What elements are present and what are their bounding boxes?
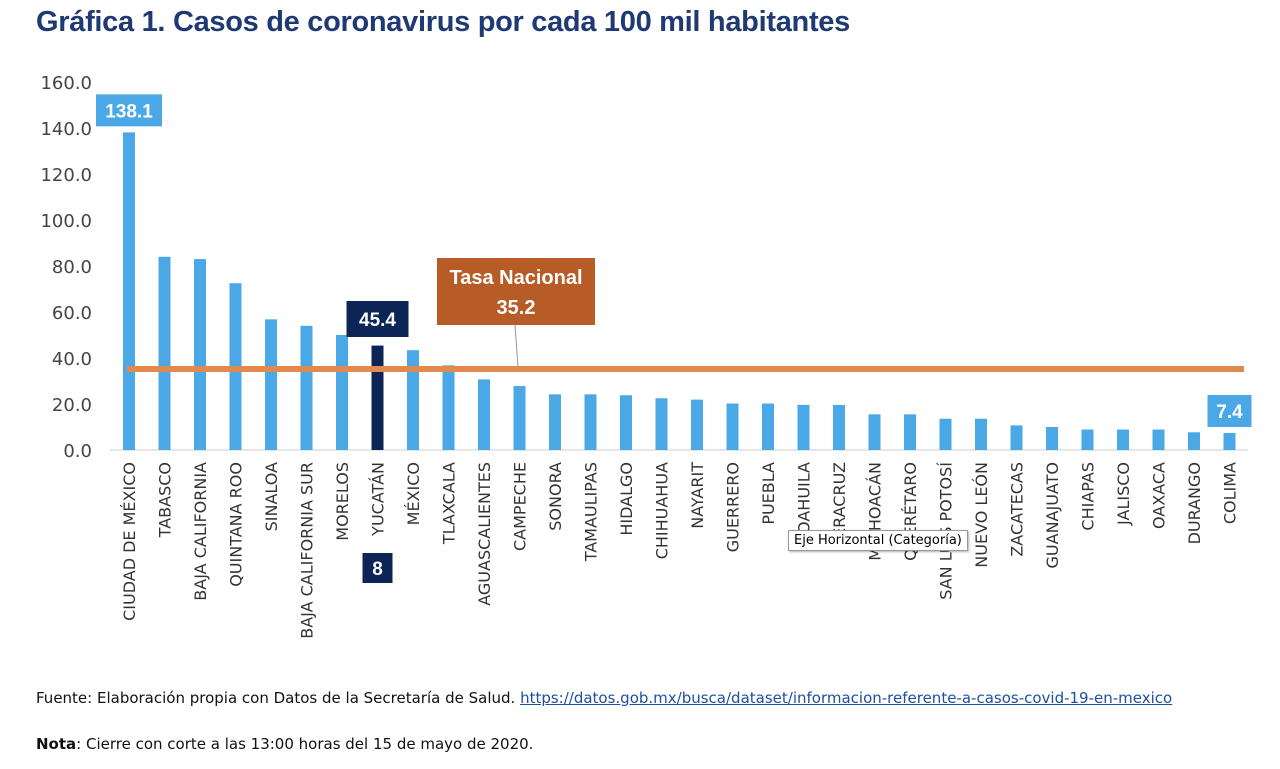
- chart-title: Gráfica 1. Casos de coronavirus por cada…: [36, 6, 850, 38]
- bar: [584, 394, 597, 450]
- highlight-value-label-box: [346, 301, 409, 337]
- x-tick-label: ZACATECAS: [1008, 462, 1027, 557]
- bar: [478, 379, 490, 450]
- highlight-rank-label: 8: [372, 559, 383, 580]
- bar: [655, 398, 668, 450]
- national-rate-value: 35.2: [497, 297, 536, 319]
- bar: [975, 418, 987, 450]
- bar: [513, 386, 526, 450]
- bar: [797, 404, 810, 450]
- x-tick-label: COLIMA: [1221, 462, 1240, 524]
- x-tick-label: TLAXCALA: [440, 462, 459, 545]
- x-tick-label: HIDALGO: [617, 462, 636, 536]
- axis-tooltip: Eje Horizontal (Categoría): [788, 530, 968, 551]
- source-note: Fuente: Elaboración propia con Datos de …: [36, 686, 1236, 710]
- x-tick-label: VERACRUZ: [830, 462, 849, 549]
- x-tick-label: BAJA CALIFORNIA: [191, 462, 210, 601]
- y-tick-label: 160.0: [40, 73, 92, 94]
- x-tick-label: TABASCO: [156, 462, 175, 538]
- y-tick-label: 0.0: [63, 441, 92, 462]
- x-tick-label: TAMAULIPAS: [582, 462, 601, 562]
- note-text: : Cierre con corte a las 13:00 horas del…: [76, 735, 534, 753]
- highlight-value-label: 45.4: [359, 310, 396, 331]
- x-tick-label: CIUDAD DE MÉXICO: [120, 462, 139, 621]
- leader-line: [514, 324, 519, 368]
- bar: [939, 418, 952, 450]
- x-tick-label: MÉXICO: [404, 462, 423, 525]
- x-tick-label: AGUASCALIENTES: [475, 462, 494, 606]
- bar: [407, 350, 419, 450]
- x-tick-label: COAHUILA: [795, 462, 814, 545]
- highlight-rank-label-box: [362, 553, 393, 583]
- bar: [762, 403, 774, 450]
- data-label-box: [1207, 394, 1252, 427]
- bar: [158, 256, 171, 450]
- y-tick-label: 120.0: [40, 165, 92, 186]
- y-tick-label: 20.0: [52, 395, 92, 416]
- x-tick-label: PUEBLA: [759, 462, 778, 525]
- x-tick-label: BAJA CALIFORNIA SUR: [298, 462, 317, 639]
- bar: [300, 325, 313, 450]
- bar: [336, 335, 348, 450]
- bar: [265, 319, 277, 450]
- x-tick-label: NUEVO LEÓN: [972, 462, 991, 568]
- source-prefix: Fuente: Elaboración propia con Datos de …: [36, 689, 521, 707]
- bar: [868, 414, 881, 450]
- bar: [1046, 427, 1058, 450]
- x-tick-label: CAMPECHE: [511, 462, 530, 551]
- y-tick-label: 40.0: [52, 349, 92, 370]
- x-tick-label: OAXACA: [1150, 462, 1169, 529]
- data-label-box: [96, 94, 162, 127]
- bar: [833, 404, 845, 450]
- bar: [194, 259, 206, 450]
- x-tick-label: QUINTANA ROO: [227, 462, 246, 587]
- x-tick-label: DURANGO: [1185, 462, 1204, 544]
- bar: [726, 403, 739, 450]
- bar: [1152, 429, 1165, 450]
- y-tick-label: 80.0: [52, 257, 92, 278]
- x-tick-label: SINALOA: [262, 462, 281, 531]
- bar: [123, 132, 135, 450]
- x-tick-label: MORELOS: [333, 462, 352, 541]
- data-label: 138.1: [105, 101, 153, 122]
- national-rate-label: Tasa Nacional: [449, 267, 582, 289]
- source-link[interactable]: https://datos.gob.mx/busca/dataset/infor…: [520, 689, 1173, 707]
- x-tick-label: NAYARIT: [688, 462, 707, 529]
- bar: [1188, 432, 1200, 450]
- x-tick-label: YUCATÁN: [369, 462, 388, 537]
- note-label: Nota: [36, 735, 77, 753]
- bar: [620, 395, 632, 450]
- bar: [1117, 429, 1129, 450]
- bar: [371, 345, 384, 450]
- x-tick-label: GUERRERO: [724, 462, 743, 552]
- note: Nota: Cierre con corte a las 13:00 horas…: [36, 735, 533, 753]
- bar: [549, 394, 561, 450]
- x-tick-label: CHIAPAS: [1079, 462, 1098, 531]
- x-tick-label: GUANAJUATO: [1043, 462, 1062, 568]
- bar: [1081, 429, 1094, 450]
- data-label: 7.4: [1216, 402, 1243, 423]
- x-tick-label: JALISCO: [1114, 462, 1133, 526]
- x-tick-label: CHIHUAHUA: [653, 462, 672, 559]
- bar: [442, 365, 455, 450]
- y-tick-label: 100.0: [40, 211, 92, 232]
- bar: [904, 414, 916, 450]
- bar: [1223, 432, 1236, 450]
- bar: [691, 399, 703, 450]
- bar: [1010, 425, 1023, 450]
- x-tick-label: SONORA: [546, 462, 565, 531]
- y-tick-label: 60.0: [52, 303, 92, 324]
- y-tick-label: 140.0: [40, 119, 92, 140]
- national-rate-box: [437, 258, 595, 325]
